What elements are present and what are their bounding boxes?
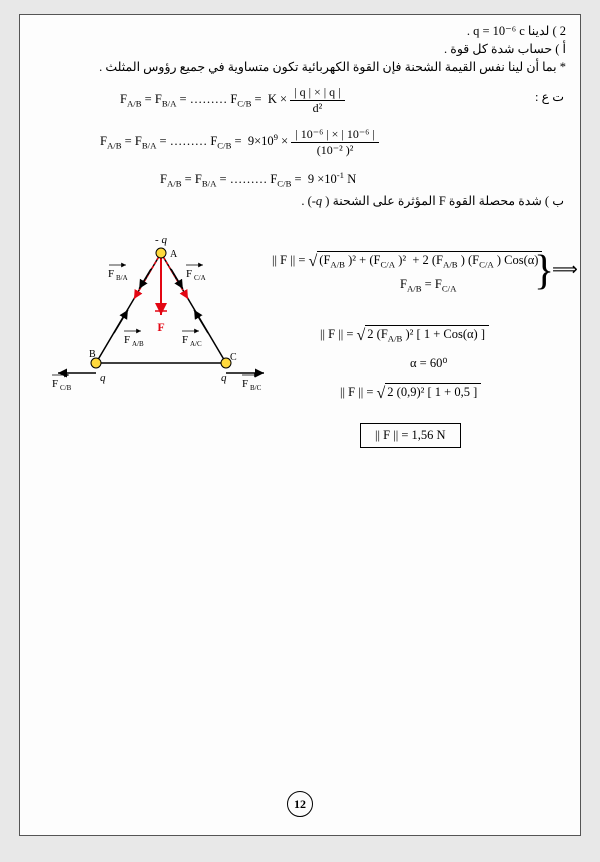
eq1: FA/B = FB/A = ……… FC/B = K × | q | × | q…: [120, 85, 345, 116]
text-header2: أ ) حساب شدة كل قوة .: [46, 41, 566, 57]
svg-text:- q: - q: [155, 234, 167, 246]
eq2: FA/B = FB/A = ……… FC/B = 9×109 × | 10⁻⁶ …: [100, 127, 379, 158]
svg-text:A/C: A/C: [190, 340, 202, 348]
svg-text:C/B: C/B: [60, 384, 72, 392]
text-header1: 2 ) لدينا q = 10⁻⁶ c .: [46, 23, 566, 39]
svg-text:q: q: [221, 372, 227, 384]
eq8-box: || F || = 1,56 N: [360, 423, 461, 448]
svg-text:A/B: A/B: [132, 340, 144, 348]
svg-text:F: F: [242, 378, 248, 390]
eq7: || F || = √2 (0,9)² [ 1 + 0,5 ]: [340, 383, 481, 403]
eq4-sub: FA/B = FC/A: [400, 277, 456, 294]
svg-text:q: q: [100, 372, 106, 384]
page: 2 ) لدينا q = 10⁻⁶ c . أ ) حساب شدة كل ق…: [19, 14, 581, 836]
eq6: α = 60⁰: [410, 355, 447, 371]
text-headerB: ب ) شدة محصلة القوة F المؤثرة على الشحنة…: [64, 193, 564, 209]
triangle-diagram: - q A B C q q F FB/A FC/A FA/B FA/C FC/B…: [46, 233, 276, 403]
svg-text:F: F: [52, 378, 58, 390]
page-number: 12: [287, 791, 313, 817]
svg-text:A: A: [170, 249, 178, 260]
svg-text:F: F: [124, 334, 130, 346]
svg-text:F: F: [108, 268, 114, 280]
svg-text:C/A: C/A: [194, 274, 206, 282]
eq5: || F || = √2 (FA/B )² [ 1 + Cos(α) ]: [320, 325, 489, 345]
eq-label: ت ع :: [535, 89, 564, 105]
svg-text:B: B: [89, 349, 96, 360]
svg-text:C: C: [230, 352, 237, 363]
svg-text:F: F: [157, 320, 164, 334]
text-header3: * بما أن لينا نفس القيمة الشحنة فإن القو…: [26, 59, 566, 75]
arrow-icon: ⟹: [552, 259, 578, 280]
svg-text:B/C: B/C: [250, 384, 262, 392]
eq4: || F || = √(FA/B )² + (FC/A )² + 2 (FA/B…: [272, 251, 542, 271]
eq3: FA/B = FB/A = ……… FC/B = 9 ×10-1 N: [160, 170, 356, 189]
svg-text:B/A: B/A: [116, 274, 128, 282]
svg-text:F: F: [186, 268, 192, 280]
svg-text:F: F: [182, 334, 188, 346]
